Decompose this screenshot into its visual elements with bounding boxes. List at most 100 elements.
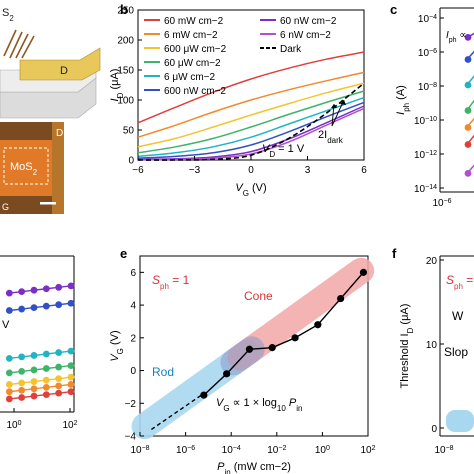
- data-point: [67, 362, 75, 369]
- data-point: [5, 289, 13, 297]
- x-tick-label: 6: [361, 165, 367, 176]
- y-tick-label: 10−6: [418, 48, 437, 60]
- data-point: [5, 307, 13, 314]
- fit-dashed-line: [151, 392, 205, 431]
- legend-label: 60 μW cm−2: [164, 58, 221, 69]
- y-tick-label: 0: [130, 366, 136, 377]
- x-tick-label: 102: [62, 420, 77, 432]
- panel-b-xlabel: VG (V): [235, 182, 266, 198]
- y-tick-label: 4: [130, 301, 136, 312]
- device-contact-label: D: [60, 65, 68, 77]
- panel-b-legend: 60 mW cm−2 6 mW cm−2 600 μW cm−2 60 μW cm−2…: [144, 16, 337, 97]
- data-point: [42, 383, 50, 391]
- panel-f-sph-label: Sph =: [446, 273, 473, 291]
- y-tick-label: −2: [125, 399, 137, 410]
- data-point: [18, 368, 26, 375]
- panel-e-ylabel: VG (V): [109, 330, 125, 361]
- data-point: [268, 344, 276, 352]
- panel-b-dark-arrow: [331, 99, 346, 127]
- x-tick-label: −3: [189, 165, 201, 176]
- data-point: [42, 376, 50, 384]
- y-tick-label: 10−8: [418, 82, 437, 94]
- panel-e-cone-label: Cone: [244, 289, 273, 303]
- panel-e-letter: e: [120, 246, 127, 261]
- legend-label: 600 nW cm−2: [164, 86, 226, 97]
- data-point: [464, 107, 472, 114]
- device-wires: [3, 29, 35, 59]
- y-tick-label: 200: [117, 36, 134, 47]
- data-point: [464, 170, 472, 177]
- y-tick-label: 0: [431, 424, 437, 435]
- data-point: [5, 369, 13, 377]
- chip-contact-label: D: [56, 128, 63, 139]
- panel-b-ticks: −6 −3 0 3 6 0 50 100 150 200 250: [117, 6, 367, 177]
- panel-e-plot-frame: [139, 255, 369, 437]
- y-tick-label: 10−14: [414, 184, 437, 196]
- data-point: [55, 375, 63, 383]
- panel-e-ticks: 10−8 10−6 10−4 10−2 100 102 −4 −2 0 2 4 6: [125, 268, 376, 456]
- data-point: [30, 392, 38, 400]
- data-point: [30, 352, 38, 359]
- data-point: [5, 395, 13, 403]
- data-point: [5, 354, 13, 362]
- data-point: [18, 353, 26, 361]
- panel-b-vd-annotation: VD = 1 V: [262, 143, 305, 159]
- y-tick-label: 6: [130, 268, 136, 279]
- panel-b-dark-annotation: 2Idark: [318, 129, 344, 145]
- panel-f: f 20 10 0 10−8 Sph = W Slop Threshold ID (μ…: [392, 246, 474, 456]
- x-tick-label: 102: [360, 445, 375, 457]
- panel-f-rod-band: [446, 410, 474, 432]
- y-tick-label: 0: [128, 156, 134, 167]
- y-tick-label: 50: [123, 126, 135, 137]
- data-point: [55, 382, 63, 390]
- chip-photo: [0, 122, 64, 214]
- data-point: [30, 385, 38, 393]
- data-point: [18, 386, 26, 394]
- panel-e: e 10−8 10−6 10−4 10−2 100 102 −4 −2 0 2 4 6 Sph = 1…: [109, 246, 376, 474]
- panel-b-series: [137, 51, 365, 161]
- y-tick-label: 150: [117, 66, 134, 77]
- data-point: [42, 285, 50, 293]
- data-point: [245, 345, 254, 353]
- data-point: [67, 299, 75, 307]
- device-contact-pad: [19, 47, 101, 81]
- series-line-1: [137, 71, 365, 138]
- data-point: [55, 349, 63, 356]
- data-point: [55, 283, 63, 291]
- legend-label: 600 μW cm−2: [164, 44, 227, 55]
- panel-b-ylabel: ID (μA): [109, 69, 125, 102]
- y-tick-label: −4: [125, 432, 137, 443]
- series-line-3: [137, 90, 365, 154]
- data-point: [55, 363, 63, 371]
- data-point: [67, 282, 75, 290]
- series-line-7: [137, 107, 365, 161]
- legend-label: 6 μW cm−2: [164, 72, 215, 83]
- data-point: [30, 286, 38, 294]
- data-point: [42, 391, 50, 398]
- x-tick-label: 100: [6, 420, 21, 432]
- panel-d-v-label: V: [2, 319, 10, 331]
- data-point: [30, 366, 38, 374]
- panel-e-rod-label: Rod: [152, 365, 174, 379]
- panel-d: 100 102 V: [0, 255, 78, 432]
- data-point: [67, 373, 75, 381]
- y-tick-label: 100: [117, 96, 134, 107]
- data-point: [464, 34, 472, 41]
- x-tick-label: 10−8: [434, 445, 453, 457]
- panel-d-series: [5, 282, 75, 403]
- data-point: [67, 347, 75, 355]
- data-point: [42, 350, 50, 358]
- data-point: [464, 56, 472, 63]
- data-point: [5, 388, 13, 396]
- x-tick-label: 100: [315, 445, 330, 457]
- legend-label: 60 mW cm−2: [164, 16, 224, 27]
- data-point: [464, 81, 472, 89]
- panel-c-letter: c: [390, 2, 397, 17]
- series-line-2: [137, 82, 365, 148]
- panel-e-sph-label: Sph = 1: [152, 273, 190, 291]
- data-point: [337, 294, 345, 303]
- x-tick-label: −6: [132, 165, 144, 176]
- panel-e-series: [151, 268, 368, 431]
